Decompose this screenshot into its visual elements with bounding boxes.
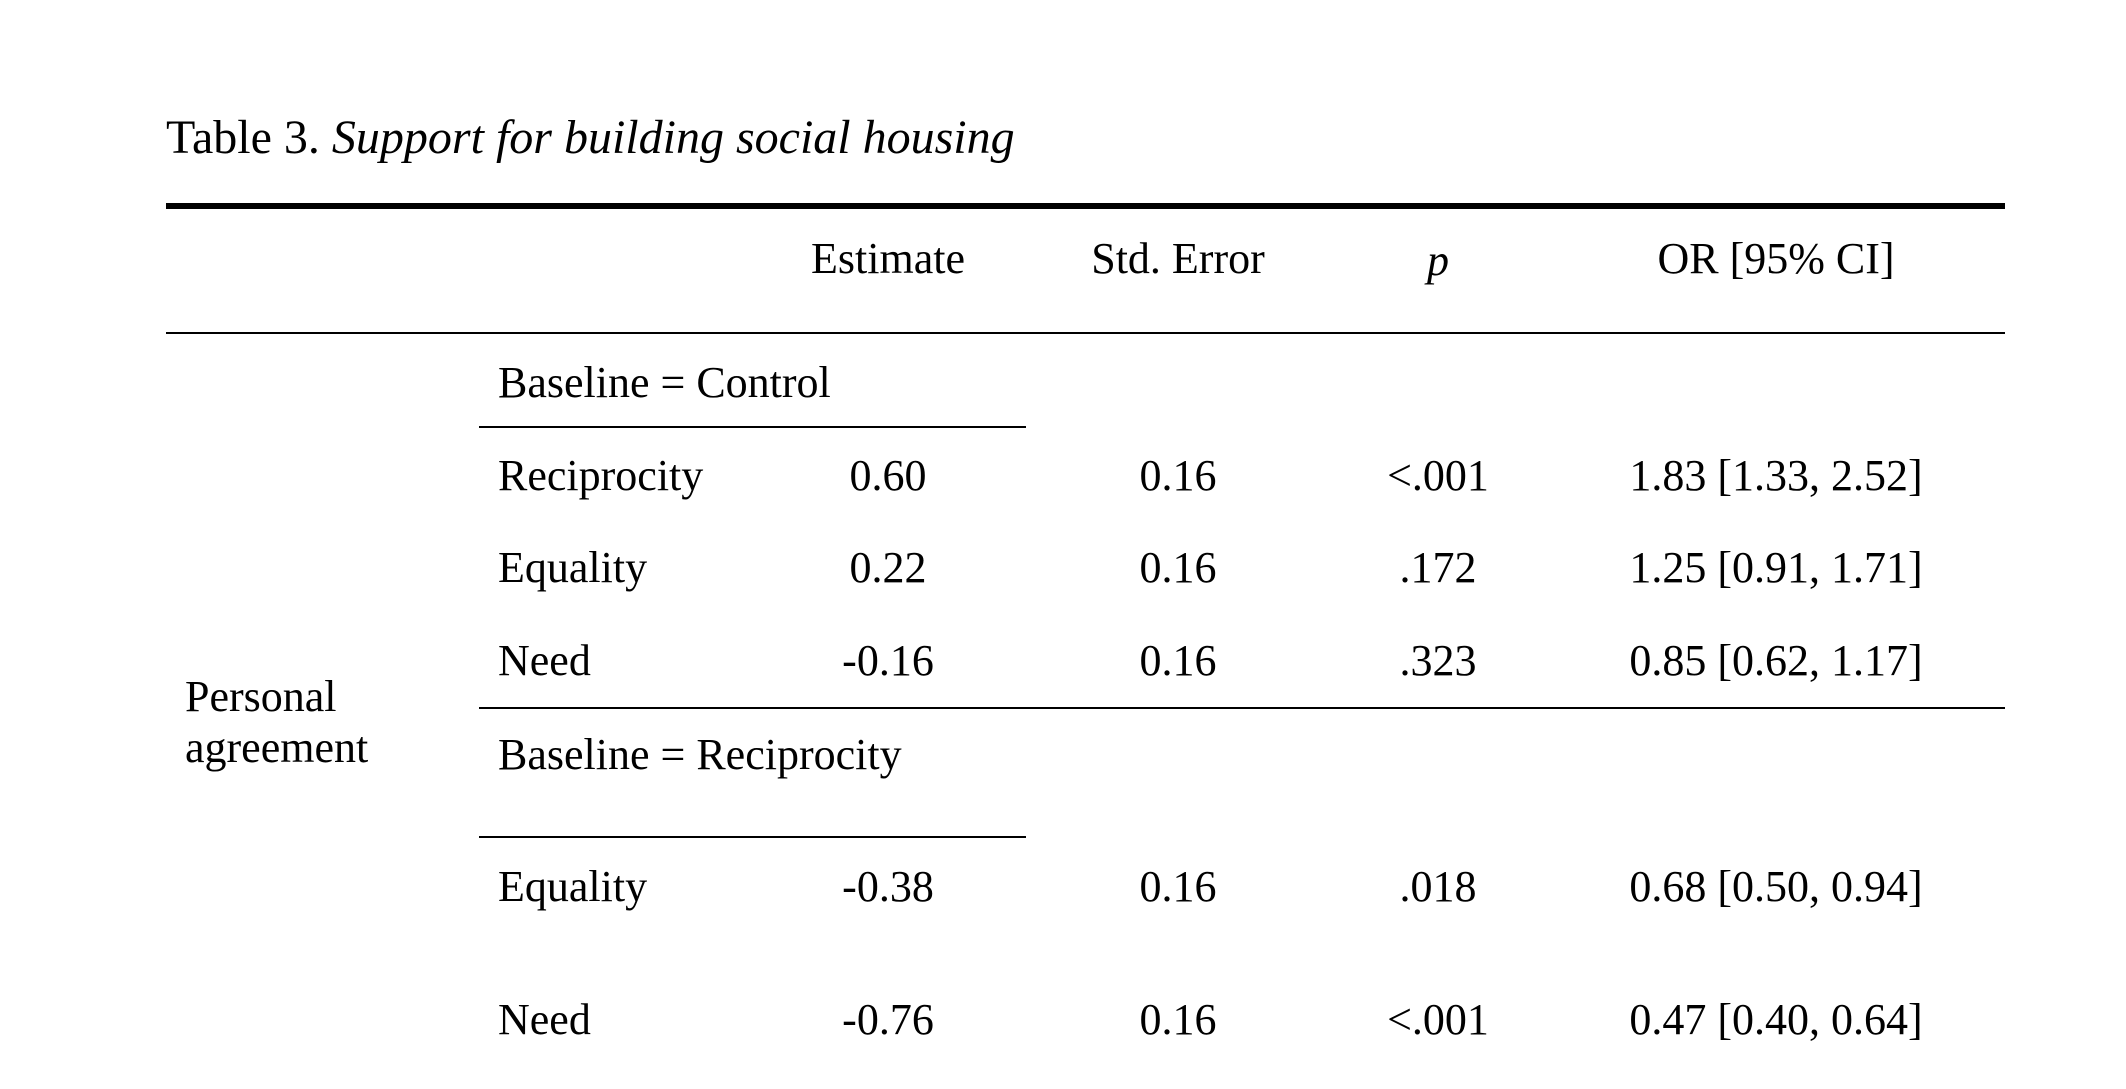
header-or-ci: OR [95% CI] bbox=[1657, 234, 1895, 283]
cell-or-ci: 0.47 [0.40, 0.64] bbox=[1629, 995, 1923, 1044]
cell-or-ci: 1.83 [1.33, 2.52] bbox=[1629, 451, 1923, 500]
cell-p: .172 bbox=[1399, 543, 1477, 592]
row-name: Equality bbox=[498, 543, 648, 592]
cell-std-error: 0.16 bbox=[1139, 451, 1217, 500]
row-name: Equality bbox=[498, 862, 648, 911]
cell-or-ci: 0.68 [0.50, 0.94] bbox=[1629, 862, 1923, 911]
section-divider-rule bbox=[479, 707, 2005, 709]
cell-std-error: 0.16 bbox=[1139, 636, 1217, 685]
header-std-error: Std. Error bbox=[1091, 234, 1265, 283]
header-p: p bbox=[1427, 236, 1449, 285]
cell-estimate: -0.16 bbox=[842, 636, 934, 685]
cell-or-ci: 0.85 [0.62, 1.17] bbox=[1629, 636, 1923, 685]
row-group-label-line2: agreement bbox=[185, 723, 369, 772]
cell-estimate: -0.38 bbox=[842, 862, 934, 911]
row-group-label-line1: Personal bbox=[185, 672, 337, 721]
cell-std-error: 0.16 bbox=[1139, 995, 1217, 1044]
cell-p: .018 bbox=[1399, 862, 1477, 911]
cell-or-ci: 1.25 [0.91, 1.71] bbox=[1629, 543, 1923, 592]
cell-p: .323 bbox=[1399, 636, 1477, 685]
cell-p: <.001 bbox=[1387, 995, 1489, 1044]
row-name: Reciprocity bbox=[498, 451, 704, 500]
table-caption: Table 3. Support for building social hou… bbox=[166, 114, 1015, 162]
row-name: Need bbox=[498, 636, 591, 685]
section1-label: Baseline = Control bbox=[498, 358, 831, 407]
section1-label-rule bbox=[479, 426, 1026, 428]
top-rule bbox=[166, 203, 2005, 209]
cell-estimate: 0.22 bbox=[849, 543, 927, 592]
cell-std-error: 0.16 bbox=[1139, 862, 1217, 911]
cell-estimate: -0.76 bbox=[842, 995, 934, 1044]
header-rule bbox=[166, 332, 2005, 334]
cell-estimate: 0.60 bbox=[849, 451, 927, 500]
section2-label-rule bbox=[479, 836, 1026, 838]
cell-std-error: 0.16 bbox=[1139, 543, 1217, 592]
header-estimate: Estimate bbox=[811, 234, 965, 283]
table-label: Table 3. bbox=[166, 111, 320, 164]
cell-p: <.001 bbox=[1387, 451, 1489, 500]
table-title: Support for building social housing bbox=[331, 111, 1015, 164]
row-name: Need bbox=[498, 995, 591, 1044]
section2-label: Baseline = Reciprocity bbox=[498, 730, 902, 779]
